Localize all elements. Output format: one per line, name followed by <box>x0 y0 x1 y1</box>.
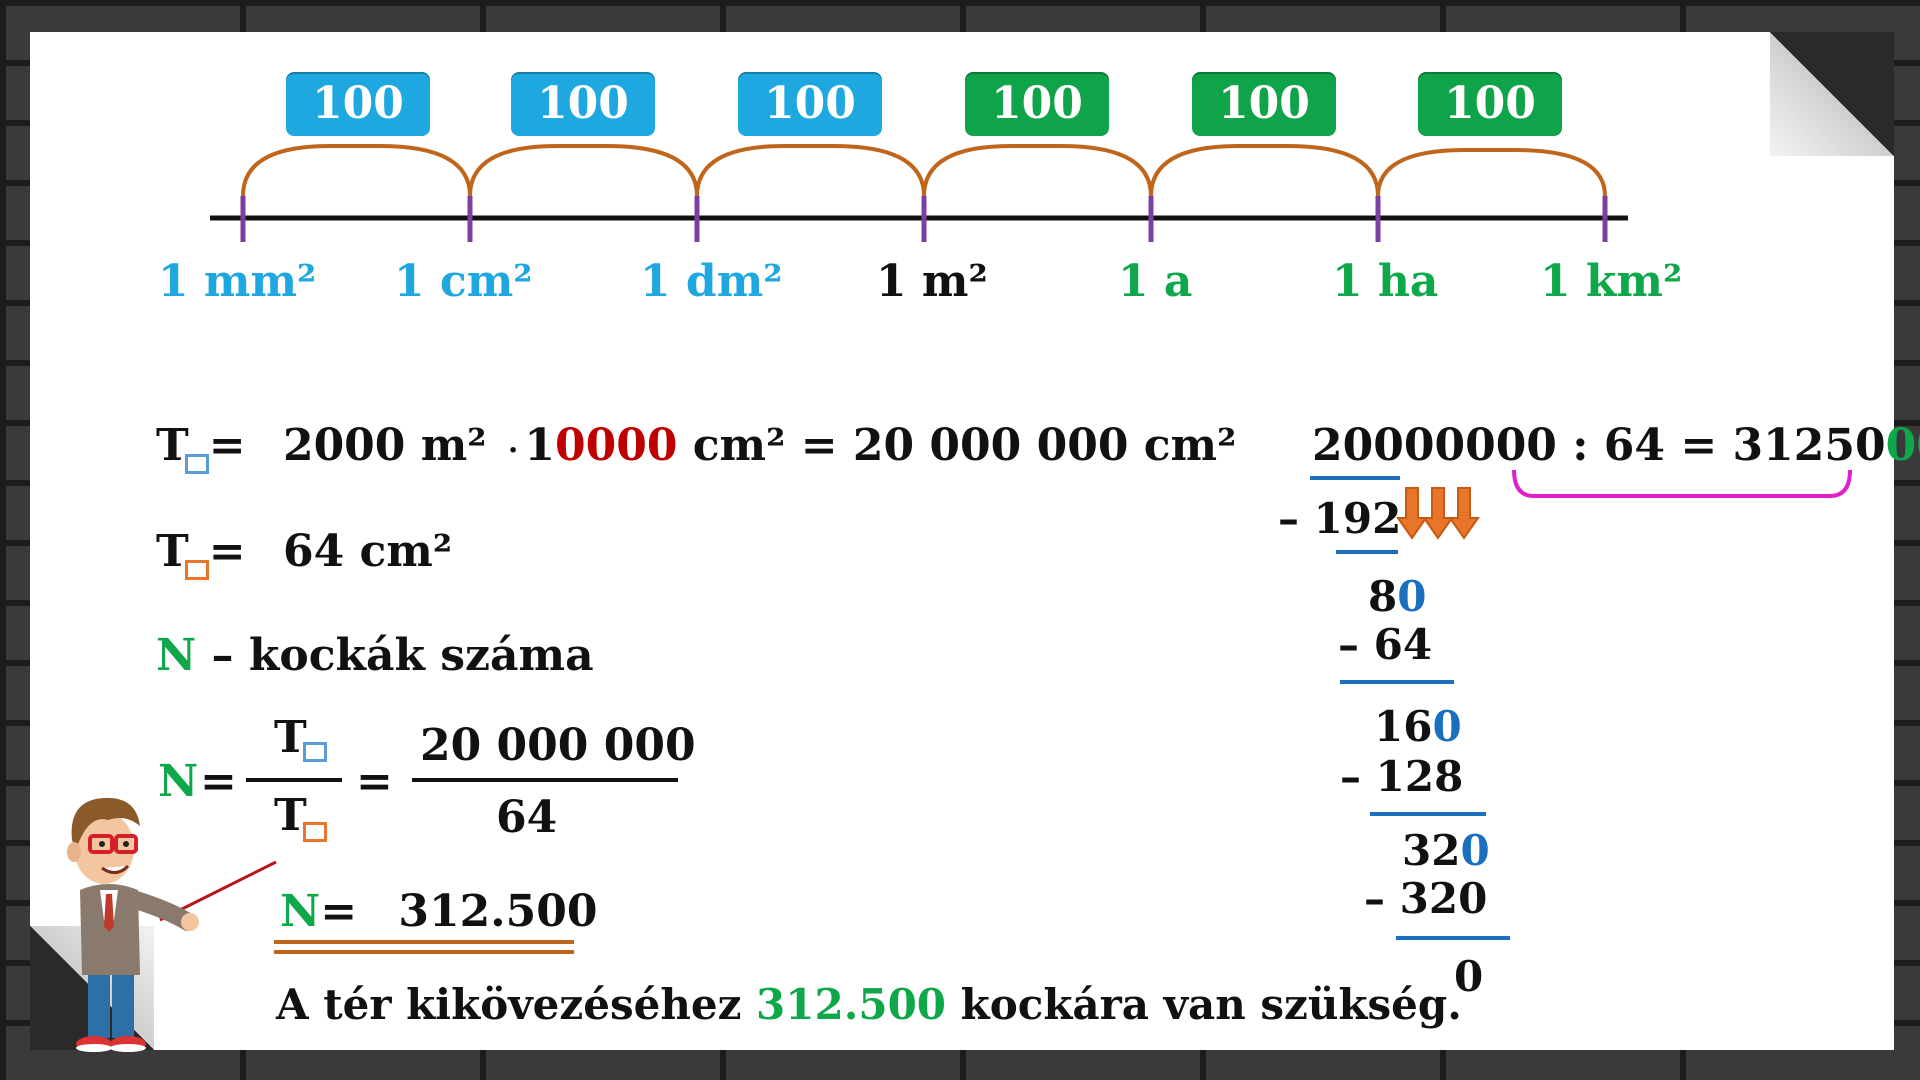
n-fraction-eq: = <box>200 756 237 807</box>
division-sub-4: – 320 <box>1364 874 1488 923</box>
division-line-1 <box>1336 550 1398 554</box>
fraction-eq-2: = <box>356 756 393 807</box>
frac-num-value: 20 000 000 <box>420 720 696 771</box>
magenta-bracket <box>1512 469 1852 498</box>
division-line-4 <box>1396 936 1510 940</box>
division-rem-3: 320 <box>1402 826 1490 875</box>
unit-label-ha: 1 ha <box>1332 256 1439 307</box>
teacher-character-illustration <box>67 797 199 1052</box>
area-tile-formula: T = 64 cm² <box>156 526 452 580</box>
unit-label-km2: 1 km² <box>1540 256 1683 307</box>
division-sub-2: – 64 <box>1338 620 1433 669</box>
division-line-0 <box>1310 476 1400 480</box>
step-box-6: 100 <box>1418 72 1562 136</box>
area-square-formula: T = 2000 m² · 10000 cm² = 20 000 000 cm² <box>156 420 1236 474</box>
whiteboard <box>30 32 1894 1050</box>
step-box-3: 100 <box>738 72 882 136</box>
division-header: 20000000 : 64 = 3125000 <box>1312 420 1920 471</box>
unit-label-cm2: 1 cm² <box>394 256 533 307</box>
frac-num-symbol: T <box>274 712 327 763</box>
unit-label-m2: 1 m² <box>876 256 988 307</box>
step-box-5: 100 <box>1192 72 1336 136</box>
division-sub-3: – 128 <box>1340 752 1464 801</box>
arc-6 <box>1376 148 1607 197</box>
unit-label-mm2: 1 mm² <box>158 256 317 307</box>
n-definition: N – kockák száma <box>156 630 594 681</box>
step-box-2: 100 <box>511 72 655 136</box>
division-line-2 <box>1340 680 1454 684</box>
arc-3 <box>695 144 926 197</box>
division-final: 0 <box>1454 952 1484 1001</box>
frac-den-symbol: T <box>274 790 327 842</box>
division-sub-1: – 192 <box>1278 494 1402 543</box>
arc-5 <box>1149 144 1380 197</box>
arc-1 <box>241 144 472 197</box>
division-rem-1: 80 <box>1368 572 1427 621</box>
n-result: N= 312.500 <box>280 886 598 937</box>
arc-2 <box>468 144 699 197</box>
arc-4 <box>922 144 1153 197</box>
unit-label-dm2: 1 dm² <box>640 256 783 307</box>
step-box-1: 100 <box>286 72 430 136</box>
folded-corner-top-right <box>1770 32 1894 156</box>
frac-den-value: 64 <box>496 792 558 843</box>
step-box-4: 100 <box>965 72 1109 136</box>
division-rem-2: 160 <box>1374 702 1462 751</box>
conclusion-sentence: A tér kikövezéséhez 312.500 kockára van … <box>276 980 1462 1029</box>
n-fraction-label: N <box>158 756 199 807</box>
division-line-3 <box>1370 812 1486 816</box>
unit-label-a: 1 a <box>1118 256 1193 307</box>
